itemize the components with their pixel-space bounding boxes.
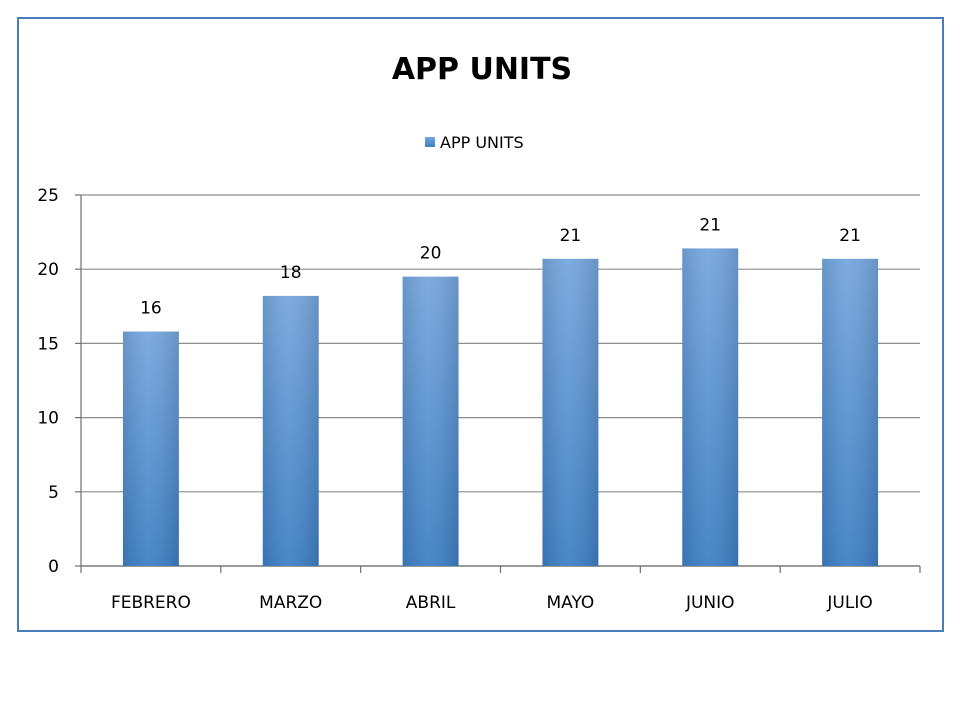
x-category-label: MAYO <box>547 593 595 613</box>
y-axis: 0 5 10 15 20 25 <box>37 186 82 577</box>
data-label: 21 <box>699 215 721 235</box>
legend-label: APP UNITS <box>440 133 524 152</box>
bar-chart: APP UNITS APP UNITS 0 5 10 15 20 25 FEBRERO MA… <box>37 52 921 613</box>
y-tick-label: 0 <box>48 557 59 577</box>
data-labels: 16 18 20 21 21 21 <box>140 215 861 318</box>
legend: APP UNITS <box>425 133 524 152</box>
y-tick-label: 10 <box>37 409 59 429</box>
x-category-label: JULIO <box>826 593 872 613</box>
data-label: 20 <box>420 244 442 264</box>
chart-frame: APP UNITS APP UNITS 0 5 10 15 20 25 FEBRERO MA… <box>17 17 944 632</box>
data-label: 21 <box>839 226 861 246</box>
y-tick-label: 15 <box>37 334 59 354</box>
legend-swatch <box>425 137 435 147</box>
y-tick-label: 5 <box>48 483 59 503</box>
x-category-label: ABRIL <box>406 593 456 613</box>
bar-shading <box>122 331 179 566</box>
x-category-label: MARZO <box>259 593 322 613</box>
y-tick-label: 20 <box>37 260 59 280</box>
data-label: 21 <box>560 226 582 246</box>
bars <box>122 248 879 566</box>
x-category-label: JUNIO <box>685 593 735 613</box>
y-tick-label: 25 <box>37 186 59 206</box>
x-axis: FEBRERO MARZO ABRIL MAYO JUNIO JULIO <box>80 565 921 613</box>
bar-shading <box>542 258 599 566</box>
bar-shading <box>822 258 879 566</box>
bar-shading <box>682 248 739 566</box>
x-category-label: FEBRERO <box>111 593 191 613</box>
data-label: 18 <box>280 263 302 283</box>
gridlines <box>81 194 920 567</box>
chart-title: APP UNITS <box>392 52 572 87</box>
bar-shading <box>262 295 319 566</box>
data-label: 16 <box>140 299 162 319</box>
bar-shading <box>402 276 459 566</box>
